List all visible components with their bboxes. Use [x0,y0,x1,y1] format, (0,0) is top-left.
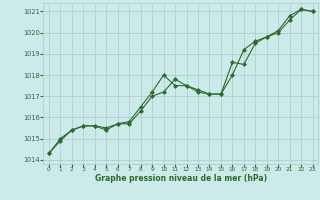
X-axis label: Graphe pression niveau de la mer (hPa): Graphe pression niveau de la mer (hPa) [95,174,267,183]
